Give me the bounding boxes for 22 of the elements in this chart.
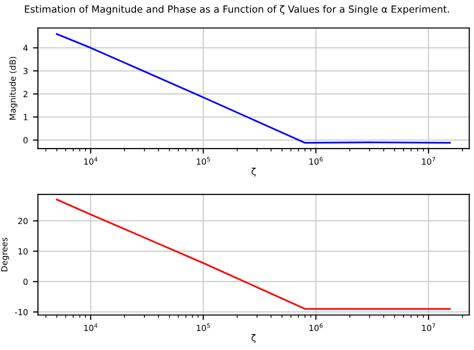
y-tick-label: 4 xyxy=(23,44,28,51)
x-tick-label: 10$^{6}$ xyxy=(309,323,323,332)
x-tick-label: 10$^{4}$ xyxy=(84,157,98,165)
x-tick-label: 10$^{4}$ xyxy=(84,324,98,332)
x-tick-label: 10$^{7}$ xyxy=(422,324,436,332)
x-tick-label: 10$^{5}$ xyxy=(196,324,210,332)
x-tick-label: 10$^{5}$ xyxy=(196,157,210,165)
x-tick-label: 10$^{6}$ xyxy=(309,157,323,165)
x-axis-title: ζ xyxy=(252,334,256,343)
y-tick-label: 2 xyxy=(24,90,28,98)
chart-title: Estimation of Magnitude and Phase as a Function of ζ Values for a Single α Experiment. xyxy=(24,5,449,15)
y-tick-label: 10 xyxy=(18,248,28,254)
y-tick-label: 0 xyxy=(23,278,28,285)
y-tick-label: 1 xyxy=(24,114,28,120)
x-tick-label: 10$^{7}$ xyxy=(422,157,436,165)
y-tick-label: 3 xyxy=(24,68,28,74)
y-axis-title: Degrees xyxy=(1,238,10,272)
y-axis-title: Magnitude (dB) xyxy=(9,56,18,120)
y-tick-label: 20 xyxy=(18,218,28,224)
y-tick-label: 0 xyxy=(23,137,28,144)
x-axis-title: ζ xyxy=(252,168,256,177)
y-tick-label: -10 xyxy=(14,308,28,316)
